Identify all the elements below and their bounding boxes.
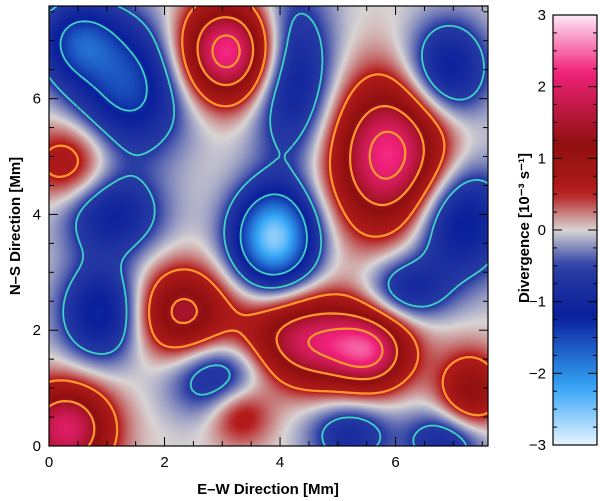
divergence-field-image [49,6,488,446]
x-tick-label: 4 [276,454,284,471]
colorbar-ticks: −3 −2 −1 0 1 2 3 [529,7,597,454]
x-tick-label: 6 [391,454,399,471]
contour-lines [49,6,488,446]
negative-contour [59,20,308,276]
colorbar-tick-label: 3 [538,7,546,24]
x-axis-title: E–W Direction [Mm] [197,481,339,498]
y-tick-label: 0 [33,438,41,455]
y-tick-label: 6 [33,91,41,108]
colorbar-tick-label: −1 [529,294,546,311]
x-axis-ticks: 0 2 4 6 [45,6,483,471]
negative-contour [49,6,488,446]
colorbar-tick-label: 0 [538,222,546,239]
positive-contour [49,6,488,446]
heatmap-area [49,6,488,446]
x-tick-label: 2 [160,454,168,471]
positive-contour [211,34,407,368]
y-tick-label: 4 [33,206,41,223]
y-axis-ticks: 0 2 4 6 [33,11,488,455]
colorbar-tick-label: 1 [538,150,546,167]
y-tick-label: 2 [33,322,41,339]
colorbar-tick-label: −3 [529,437,546,454]
y-axis-title: N–S Direction [Mm] [7,157,24,295]
colorbar-tick-label: 2 [538,79,546,96]
colorbar-tick-label: −2 [529,365,546,382]
colorbar-title: Divergence [10⁻³ s⁻¹] [516,153,533,303]
plot-frame [48,5,489,447]
x-tick-label: 0 [45,454,53,471]
